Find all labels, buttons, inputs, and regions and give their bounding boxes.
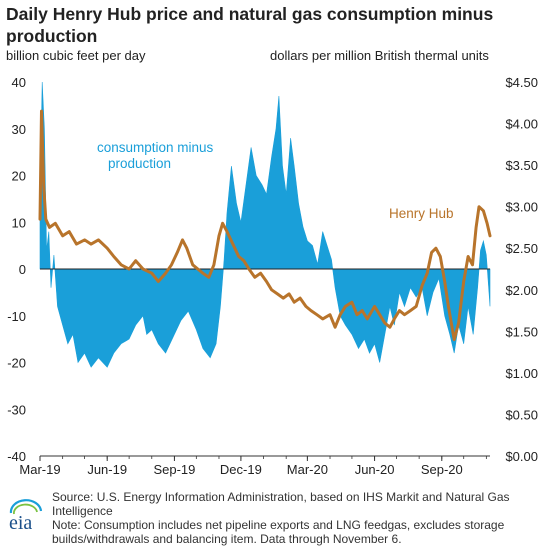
y-left-tick-label: 30 xyxy=(12,122,26,137)
series-line-henry-hub xyxy=(38,109,492,342)
annotation-line-1: consumption minus xyxy=(97,140,214,155)
eia-logo-arc-2 xyxy=(13,503,38,515)
x-tick-label: Dec-19 xyxy=(220,462,262,477)
x-tick-label: Mar-20 xyxy=(287,462,328,477)
x-tick-label: Jun-19 xyxy=(87,462,127,477)
chart-title: Daily Henry Hub price and natural gas co… xyxy=(6,4,494,46)
left-axis-unit-label: billion cubic feet per day xyxy=(6,48,146,63)
eia-logo: eia xyxy=(9,499,43,534)
y-left-tick-label: -30 xyxy=(7,402,26,417)
y-right-tick-label: $2.50 xyxy=(505,241,538,256)
y-right-tick-label: $1.00 xyxy=(505,366,538,381)
x-tick-label: Mar-19 xyxy=(19,462,60,477)
chart-plot: 40 30 20 10 0 -10 -20 -30 -40 $4.50 $4.00 $3.50 $3.0… xyxy=(7,75,538,477)
consumption-note: Note: Consumption includes net pipeline … xyxy=(52,518,505,546)
series-area-consumption-minus-production xyxy=(39,81,491,368)
eia-logo-arc xyxy=(9,499,43,514)
y-right-tick-label: $4.00 xyxy=(505,117,538,132)
annotation-line-2: production xyxy=(108,156,171,171)
y-right-tick-label: $0.00 xyxy=(505,449,538,464)
x-tick-label: Sep-20 xyxy=(421,462,463,477)
y-right-tick-label: $3.50 xyxy=(505,158,538,173)
x-tick-label: Sep-19 xyxy=(153,462,195,477)
annotation-henry-hub: Henry Hub xyxy=(389,206,454,221)
y-left-tick-label: -20 xyxy=(7,356,26,371)
y-left-tick-label: 20 xyxy=(12,169,26,184)
right-axis-unit-label: dollars per million British thermal unit… xyxy=(270,48,489,63)
annotation-consumption-minus-production: consumption minus production xyxy=(97,140,214,171)
y-right-tick-label: $1.50 xyxy=(505,324,538,339)
eia-logo-text: eia xyxy=(9,512,32,534)
y-left-tick-label: -40 xyxy=(7,449,26,464)
y-left-tick-label: 0 xyxy=(19,262,26,277)
source-note: Source: U.S. Energy Information Administ… xyxy=(52,490,510,518)
y-right-tick-label: $4.50 xyxy=(505,75,538,90)
chart-footer: Source: U.S. Energy Information Administ… xyxy=(52,490,540,546)
y-left-tick-label: -10 xyxy=(7,309,26,324)
y-right-tick-label: $0.50 xyxy=(505,407,538,422)
y-right-tick-label: $2.00 xyxy=(505,283,538,298)
y-left-tick-label: 10 xyxy=(12,215,26,230)
y-left-tick-label: 40 xyxy=(12,75,26,90)
x-tick-label: Jun-20 xyxy=(355,462,395,477)
y-right-tick-label: $3.00 xyxy=(505,200,538,215)
